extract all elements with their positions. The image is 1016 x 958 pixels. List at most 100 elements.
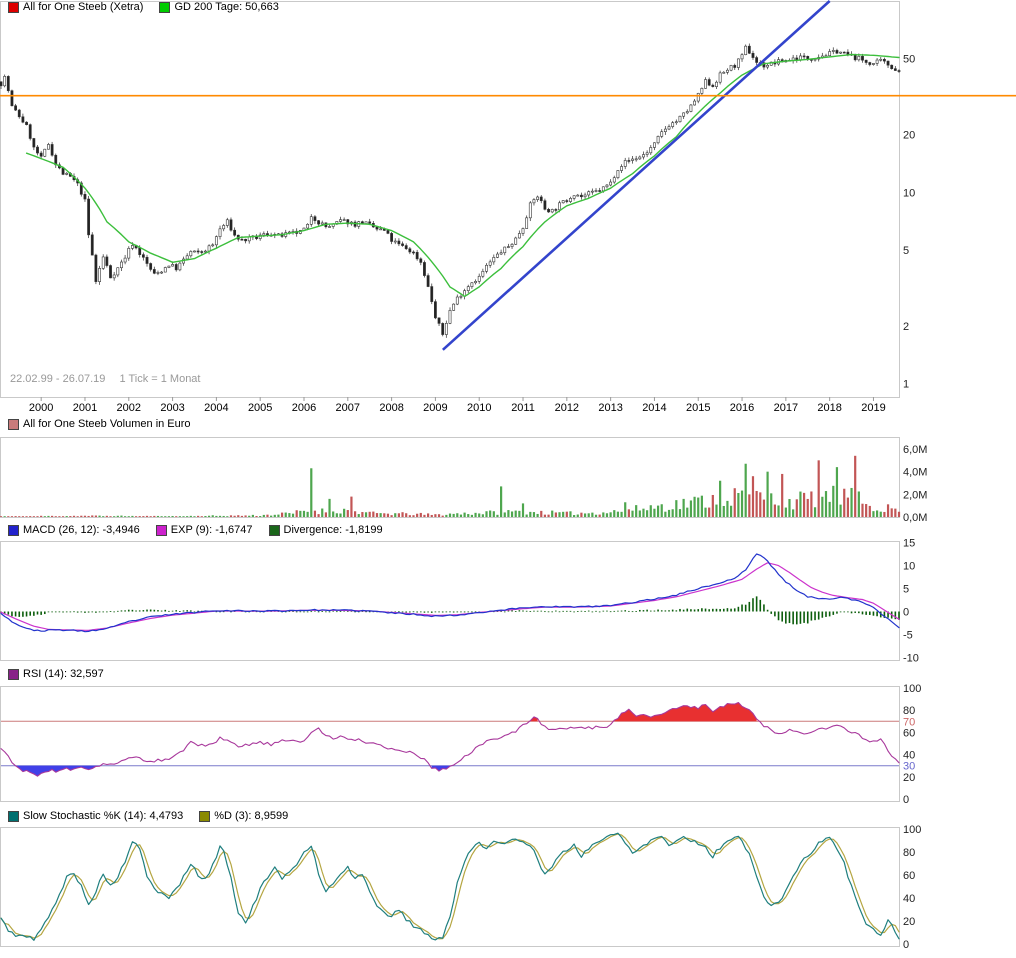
candle-body [503, 246, 507, 254]
exp-swatch [155, 524, 167, 536]
volume-bar [251, 514, 254, 517]
divergence-swatch [268, 524, 280, 536]
divergence-bar [222, 611, 225, 613]
volume-bar [485, 511, 488, 517]
volume-bar [295, 510, 298, 517]
divergence-bar [14, 611, 17, 617]
candle-body [25, 121, 28, 125]
volume-bar [226, 516, 229, 517]
divergence-bar [821, 611, 824, 618]
candle-body [514, 237, 518, 245]
divergence-bar [190, 610, 192, 612]
volume-bar [456, 513, 459, 517]
divergence-bar [409, 611, 411, 613]
legend-item-stoch-k: Slow Stochastic %K (14): 4,4793 [8, 810, 183, 822]
candle-body [156, 272, 160, 274]
volume-bar [879, 511, 882, 517]
candle-body [667, 126, 671, 130]
volume-bar [430, 514, 433, 517]
candle-body [423, 262, 426, 276]
volume-bar [638, 510, 641, 517]
volume-bar [529, 511, 532, 517]
volume-bar [353, 511, 357, 517]
volume-bar [339, 513, 342, 517]
volume-bar [36, 516, 39, 517]
candle-body [79, 182, 83, 195]
price-series-label: All for One Steeb (Xetra) [23, 1, 144, 13]
volume-bar [675, 500, 678, 517]
rsi-label: RSI (14): 32,597 [23, 668, 104, 680]
candle-body [747, 45, 751, 54]
candle-body [94, 254, 98, 282]
candle-body [733, 65, 737, 68]
divergence-bar [76, 611, 79, 613]
divergence-bar [303, 611, 305, 613]
divergence-bar [529, 610, 532, 612]
candle-body [634, 158, 638, 161]
divergence-bar [412, 611, 415, 613]
divergence-bar [328, 611, 331, 613]
candle-body [653, 142, 656, 148]
divergence-bar [47, 611, 50, 613]
divergence-bar [434, 611, 437, 613]
volume-bar [76, 516, 79, 517]
volume-bar [237, 515, 240, 517]
divergence-bar [836, 611, 838, 614]
volume-bar [521, 503, 525, 517]
divergence-bar [244, 611, 247, 613]
volume-bar [401, 512, 404, 517]
candle-body [507, 246, 510, 248]
divergence-bar [631, 611, 634, 613]
candle-body [116, 267, 120, 276]
candle-body [404, 245, 408, 250]
divergence-bar [346, 610, 349, 612]
divergence-bar [781, 611, 783, 622]
divergence-bar [858, 611, 860, 614]
volume-bar [21, 516, 25, 517]
candle-body [415, 252, 419, 260]
divergence-bar [741, 604, 743, 612]
divergence-bar [708, 609, 710, 612]
axis-tick-label: 40 [903, 893, 915, 905]
divergence-bar [29, 611, 32, 616]
divergence-bar [365, 611, 367, 613]
volume-bar [729, 505, 733, 517]
divergence-bar [620, 610, 623, 612]
candle-body [875, 59, 879, 64]
divergence-bar [186, 610, 188, 612]
divergence-bar [197, 610, 199, 612]
volume-bar [503, 512, 506, 517]
candle-body [178, 262, 182, 271]
candle-body [214, 236, 218, 246]
divergence-bar [142, 610, 145, 612]
divergence-bar [861, 611, 864, 615]
divergence-bar [722, 608, 725, 612]
divergence-bar [44, 611, 46, 615]
candle-body [65, 173, 69, 175]
year-label: 2015 [686, 402, 710, 414]
price-legend: All for One Steeb (Xetra) GD 200 Tage: 5… [8, 1, 279, 13]
divergence-bar [106, 611, 108, 613]
candle-body [569, 198, 572, 202]
divergence-bar [321, 611, 324, 612]
candle-body [492, 257, 496, 263]
candle-body [685, 111, 689, 114]
candle-body [306, 224, 310, 229]
volume-bar [372, 511, 375, 517]
volume-bar [518, 510, 521, 517]
volume-bar [711, 494, 714, 517]
divergence-bar [146, 609, 148, 612]
divergence-bar [54, 611, 57, 613]
volume-bar [3, 516, 6, 517]
year-label: 2001 [73, 402, 97, 414]
divergence-bar [518, 610, 521, 612]
volume-bar [573, 515, 576, 517]
volume-bar [386, 513, 390, 517]
volume-bar [350, 496, 353, 517]
volume-bar [346, 510, 349, 517]
volume-bar [500, 486, 503, 517]
volume-bar [755, 490, 758, 517]
volume-bar [302, 510, 306, 517]
divergence-bar [755, 596, 758, 612]
